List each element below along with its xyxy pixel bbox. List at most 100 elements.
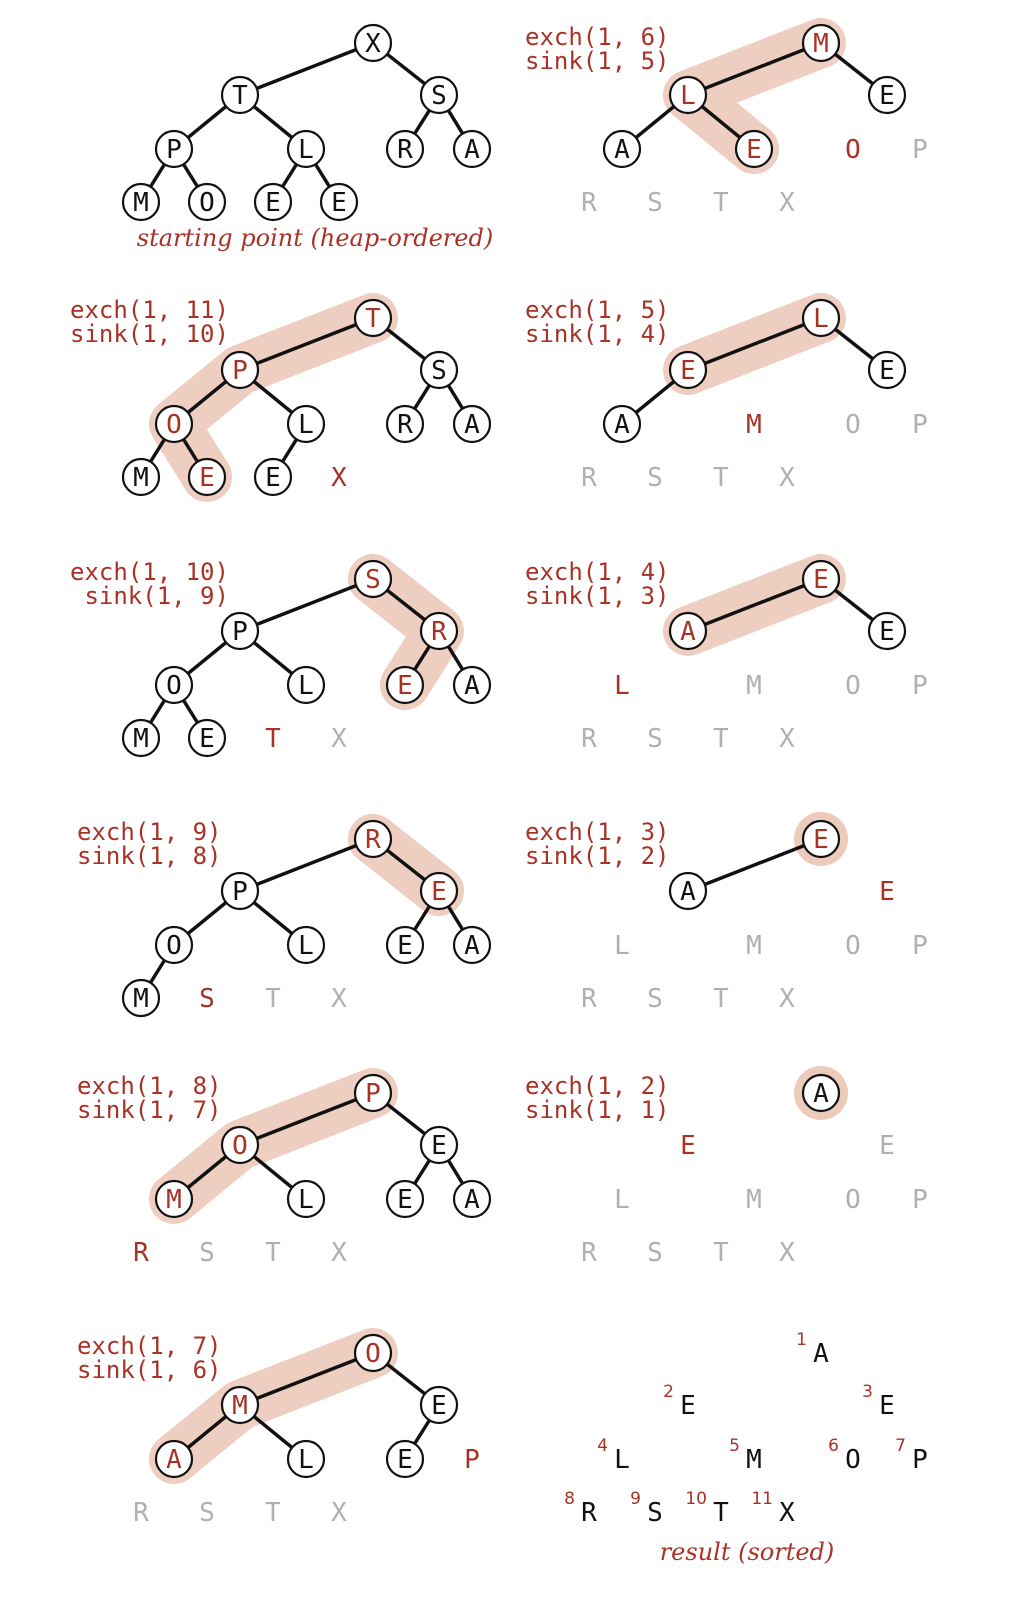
heap-node-key: A bbox=[614, 410, 630, 440]
heap-node-key: A bbox=[166, 1445, 182, 1475]
heap-node-circle bbox=[867, 611, 907, 651]
heap-node-key: A bbox=[464, 1185, 480, 1215]
sorted-key: T bbox=[265, 1498, 281, 1528]
sorted-key: S bbox=[647, 984, 663, 1014]
heap-node-key: E bbox=[397, 671, 413, 701]
sorted-index-label: 9 bbox=[630, 1489, 641, 1509]
tree-edge bbox=[687, 41, 822, 97]
heap-node-circle bbox=[353, 1073, 393, 1113]
heap-node-key: R bbox=[397, 135, 413, 165]
heap-node-key: O bbox=[232, 1131, 248, 1161]
sorted-key: R bbox=[581, 188, 597, 218]
heap-node-circle bbox=[801, 1073, 841, 1113]
heap-node-key: E bbox=[879, 356, 895, 386]
sorted-key: S bbox=[647, 724, 663, 754]
heap-node-circle bbox=[154, 404, 194, 444]
heap-node-key: O bbox=[365, 1339, 381, 1369]
heap-node-circle bbox=[286, 1179, 326, 1219]
heap-node-circle bbox=[220, 350, 260, 390]
sorted-key: S bbox=[199, 1498, 215, 1528]
heap-node-circle bbox=[801, 559, 841, 599]
sorted-key: P bbox=[912, 135, 928, 165]
heap-node-circle bbox=[187, 457, 227, 497]
sink-caption: sink(1, 7) bbox=[77, 1096, 222, 1124]
heap-node-circle bbox=[286, 129, 326, 169]
tree-edge bbox=[239, 577, 374, 633]
heap-node-circle bbox=[452, 925, 492, 965]
heap-node-key: P bbox=[232, 877, 248, 907]
sink-caption: sink(1, 8) bbox=[77, 842, 222, 870]
heap-node-key: L bbox=[298, 410, 314, 440]
sorted-key: P bbox=[912, 1185, 928, 1215]
sorted-key: S bbox=[647, 188, 663, 218]
heap-node-circle bbox=[385, 925, 425, 965]
heap-node-key: E bbox=[879, 81, 895, 111]
heap-node-key: P bbox=[365, 1079, 381, 1109]
heap-node-circle bbox=[121, 718, 161, 758]
sorted-key: S bbox=[647, 1238, 663, 1268]
heap-node-key: L bbox=[298, 671, 314, 701]
heap-node-key: M bbox=[133, 188, 149, 218]
heap-node-key: L bbox=[298, 1185, 314, 1215]
heap-node-key: L bbox=[680, 81, 696, 111]
sorted-key: O bbox=[845, 1445, 861, 1475]
sorted-key: T bbox=[265, 984, 281, 1014]
heap-node-key: R bbox=[397, 410, 413, 440]
sorted-key: R bbox=[581, 1238, 597, 1268]
exch-caption: exch(1, 7) bbox=[77, 1332, 222, 1360]
sorted-index-label: 11 bbox=[751, 1489, 773, 1509]
sorted-index-label: 2 bbox=[663, 1382, 674, 1402]
heap-node-key: S bbox=[431, 81, 447, 111]
heap-node-circle bbox=[286, 404, 326, 444]
heap-node-circle bbox=[668, 350, 708, 390]
sorted-key: T bbox=[713, 463, 729, 493]
heap-node-circle bbox=[668, 871, 708, 911]
exch-caption: exch(1, 11) bbox=[70, 296, 229, 324]
heap-node-key: L bbox=[813, 304, 829, 334]
sorted-key: X bbox=[331, 1238, 347, 1268]
sorted-key: S bbox=[647, 1498, 663, 1528]
sorted-index-label: 7 bbox=[895, 1436, 906, 1456]
sorted-key: X bbox=[779, 1498, 795, 1528]
sorted-key: M bbox=[746, 1185, 762, 1215]
tree-edge bbox=[687, 837, 822, 893]
sorted-index-label: 8 bbox=[564, 1489, 575, 1509]
heap-node-key: M bbox=[813, 29, 829, 59]
heap-node-circle bbox=[867, 75, 907, 115]
heap-node-circle bbox=[734, 129, 774, 169]
heap-node-key: L bbox=[298, 1445, 314, 1475]
tree-edge bbox=[239, 41, 374, 97]
heap-node-circle bbox=[353, 23, 393, 63]
heap-node-circle bbox=[121, 182, 161, 222]
heap-node-circle bbox=[801, 23, 841, 63]
heap-node-key: S bbox=[431, 356, 447, 386]
sorted-index-label: 3 bbox=[862, 1382, 873, 1402]
heap-node-circle bbox=[452, 129, 492, 169]
heap-node-key: X bbox=[365, 29, 381, 59]
heap-node-key: E bbox=[265, 188, 281, 218]
panel-note: starting point (heap-ordered) bbox=[137, 224, 493, 252]
heap-node-key: T bbox=[365, 304, 381, 334]
sink-caption: sink(1, 9) bbox=[70, 582, 229, 610]
sorted-key: O bbox=[845, 671, 861, 701]
heap-node-circle bbox=[801, 298, 841, 338]
sorted-key: E bbox=[879, 1131, 895, 1161]
sorted-key: M bbox=[746, 410, 762, 440]
sorted-key: T bbox=[713, 1238, 729, 1268]
heap-node-key: M bbox=[232, 1391, 248, 1421]
heap-node-circle bbox=[253, 182, 293, 222]
heap-node-circle bbox=[253, 457, 293, 497]
heap-node-key: R bbox=[431, 617, 447, 647]
exch-caption: exch(1, 3) bbox=[525, 818, 670, 846]
heap-node-key: O bbox=[166, 410, 182, 440]
heap-node-key: A bbox=[680, 877, 696, 907]
sorted-key: O bbox=[845, 410, 861, 440]
sorted-key: S bbox=[647, 463, 663, 493]
heap-node-key: E bbox=[265, 463, 281, 493]
